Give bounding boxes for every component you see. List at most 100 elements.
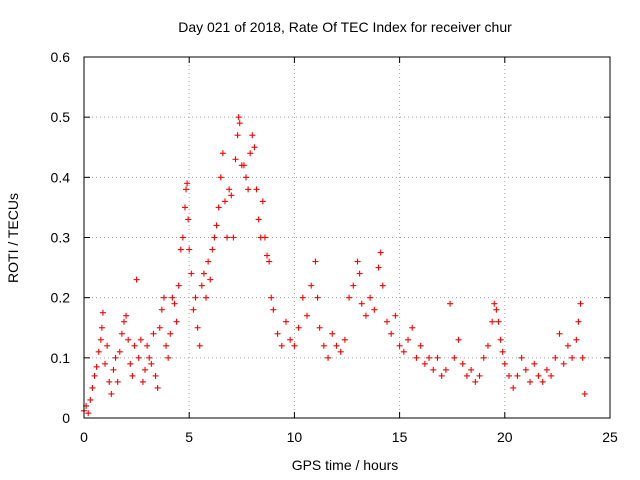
data-point xyxy=(316,324,323,331)
data-point xyxy=(356,270,363,277)
data-point xyxy=(499,348,506,355)
y-tick-label: 0.2 xyxy=(51,290,71,306)
data-point xyxy=(581,390,588,397)
data-point xyxy=(108,390,115,397)
data-point xyxy=(518,354,525,361)
data-point xyxy=(531,360,538,367)
data-point xyxy=(93,363,100,370)
x-tick-label: 0 xyxy=(80,429,88,445)
data-point xyxy=(139,378,146,385)
y-axis-label: ROTI / TECUs xyxy=(5,193,21,283)
data-point xyxy=(535,372,542,379)
data-point xyxy=(154,384,161,391)
data-point xyxy=(249,132,256,139)
data-point xyxy=(392,312,399,319)
data-point xyxy=(522,366,529,373)
data-point xyxy=(543,366,550,373)
data-point xyxy=(491,300,498,307)
data-point xyxy=(89,384,96,391)
data-point xyxy=(190,306,197,313)
data-point xyxy=(371,306,378,313)
data-point xyxy=(396,342,403,349)
x-tick-label: 5 xyxy=(185,429,193,445)
data-point xyxy=(282,318,289,325)
y-tick-label: 0.6 xyxy=(51,49,71,65)
data-point xyxy=(97,336,104,343)
data-point xyxy=(205,258,212,265)
data-point xyxy=(320,342,327,349)
data-point xyxy=(362,312,369,319)
data-point xyxy=(116,348,123,355)
data-point xyxy=(556,330,563,337)
data-point xyxy=(510,384,517,391)
data-point xyxy=(142,366,149,373)
data-point xyxy=(125,336,132,343)
data-point xyxy=(350,282,357,289)
grid xyxy=(84,57,610,418)
data-point xyxy=(291,342,298,349)
data-point xyxy=(235,114,242,121)
data-point xyxy=(192,294,199,301)
data-point xyxy=(579,354,586,361)
data-point xyxy=(177,246,184,253)
data-point xyxy=(358,300,365,307)
data-point xyxy=(575,318,582,325)
data-point xyxy=(417,342,424,349)
data-point xyxy=(430,366,437,373)
data-point xyxy=(497,336,504,343)
data-point xyxy=(213,222,220,229)
data-point xyxy=(230,234,237,241)
data-point xyxy=(85,410,92,417)
data-point xyxy=(106,378,113,385)
data-point xyxy=(240,162,247,169)
data-point xyxy=(211,234,218,241)
data-point xyxy=(209,246,216,253)
data-point xyxy=(217,174,224,181)
data-point xyxy=(158,306,165,313)
data-point xyxy=(548,372,555,379)
data-point xyxy=(186,246,193,253)
data-point xyxy=(259,198,266,205)
data-point xyxy=(400,348,407,355)
data-point xyxy=(451,354,458,361)
data-point xyxy=(99,309,106,316)
data-point xyxy=(426,354,433,361)
data-point xyxy=(169,294,176,301)
data-point xyxy=(87,396,94,403)
data-point xyxy=(329,330,336,337)
data-point xyxy=(127,360,134,367)
x-tick-label: 10 xyxy=(287,429,303,445)
data-point xyxy=(434,354,441,361)
data-point xyxy=(247,150,254,157)
data-point xyxy=(131,342,138,349)
data-point xyxy=(114,378,121,385)
data-point xyxy=(295,324,302,331)
x-axis-label: GPS time / hours xyxy=(292,457,399,473)
x-tick-label: 20 xyxy=(497,429,513,445)
data-point xyxy=(232,156,239,163)
data-point xyxy=(165,354,172,361)
data-point xyxy=(261,234,268,241)
data-point xyxy=(308,282,315,289)
y-tick-label: 0.5 xyxy=(51,109,71,125)
data-point xyxy=(314,294,321,301)
data-point xyxy=(438,372,445,379)
data-point xyxy=(463,372,470,379)
data-point xyxy=(148,360,155,367)
data-point xyxy=(137,336,144,343)
data-point xyxy=(325,354,332,361)
data-point xyxy=(181,204,188,211)
data-point xyxy=(379,282,386,289)
data-point xyxy=(133,276,140,283)
data-point xyxy=(112,354,119,361)
data-points xyxy=(81,114,588,417)
data-point xyxy=(171,300,178,307)
data-point xyxy=(160,294,167,301)
data-point xyxy=(468,366,475,373)
data-point xyxy=(173,318,180,325)
plot-frame xyxy=(83,56,611,419)
data-point xyxy=(287,336,294,343)
data-point xyxy=(104,342,111,349)
data-point xyxy=(129,372,136,379)
data-point xyxy=(489,318,496,325)
